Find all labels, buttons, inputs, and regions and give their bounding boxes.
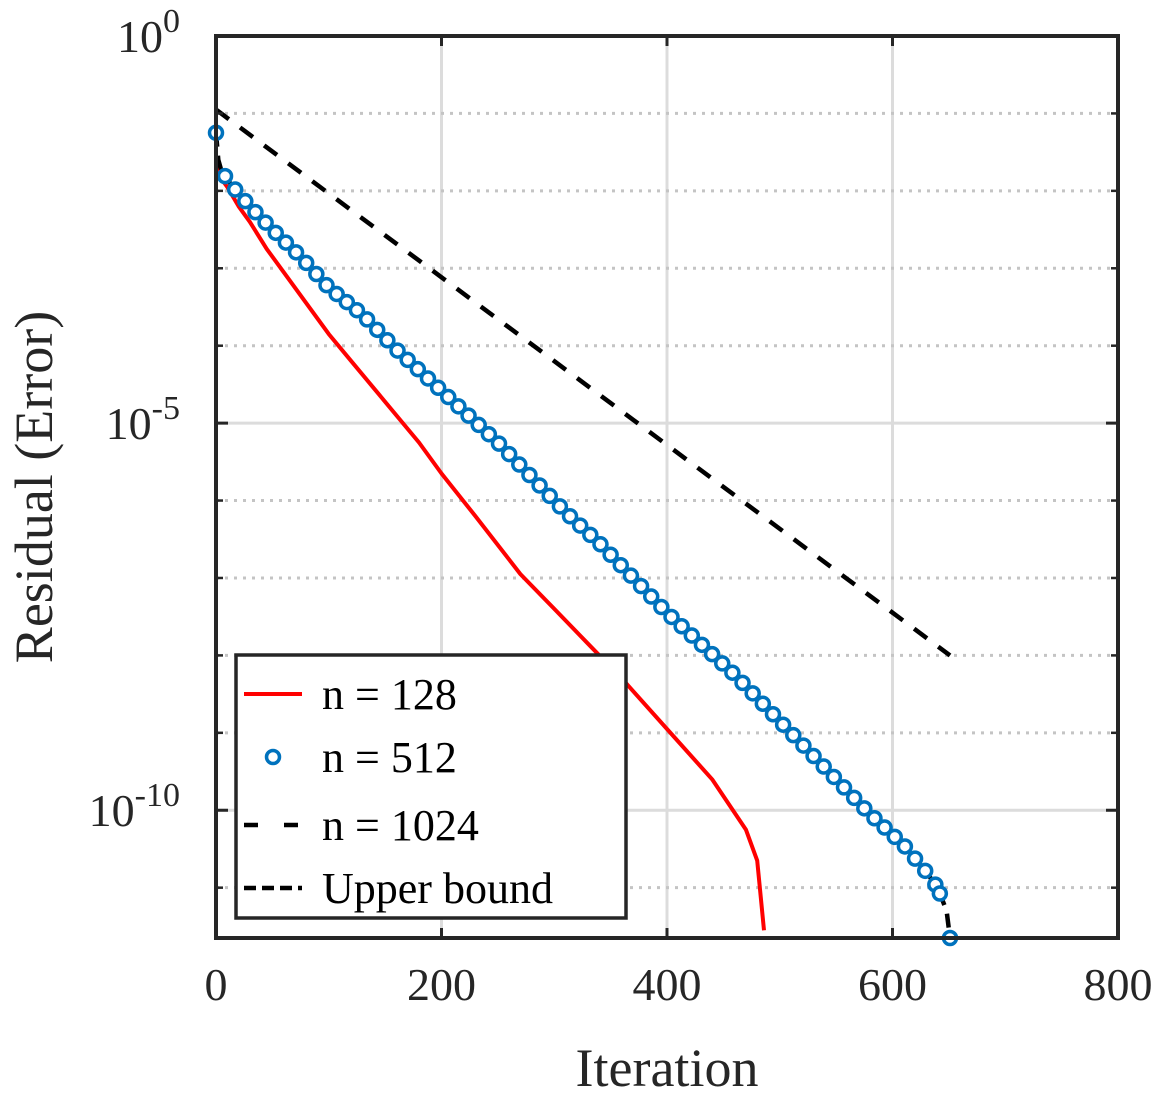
series-marker-1 xyxy=(642,588,660,605)
series-marker-1 xyxy=(571,517,589,534)
series-line-3 xyxy=(214,107,952,658)
series-marker-1 xyxy=(480,425,498,443)
series-marker-1 xyxy=(916,862,934,880)
series-marker-1 xyxy=(308,265,325,283)
series-marker-1 xyxy=(358,311,376,328)
series-marker-1 xyxy=(297,254,315,272)
series-marker-1 xyxy=(368,321,386,339)
series-marker-1 xyxy=(774,716,792,733)
x-axis-ticks: 0 200 400 600 800 xyxy=(205,36,1153,1010)
legend-label: Upper bound xyxy=(322,864,553,913)
legend-label: n = 512 xyxy=(322,733,457,782)
series-marker-1 xyxy=(785,726,802,744)
series-marker-1 xyxy=(460,407,477,424)
series-marker-1 xyxy=(683,627,701,644)
series-marker-1 xyxy=(531,477,548,494)
series-marker-1 xyxy=(287,244,305,261)
series-marker-1 xyxy=(744,685,761,702)
y-tick-label: 10-10 xyxy=(89,777,180,836)
series-marker-1 xyxy=(612,556,630,574)
series-marker-1 xyxy=(845,789,863,807)
series-marker-1 xyxy=(318,276,335,294)
series-marker-1 xyxy=(500,445,518,463)
series-marker-1 xyxy=(856,800,873,817)
x-tick-label: 600 xyxy=(858,959,927,1010)
y-tick-label: 100 xyxy=(117,3,180,62)
series-marker-1 xyxy=(551,498,569,515)
series-marker-1 xyxy=(490,435,508,452)
series-marker-1 xyxy=(673,617,690,635)
series-marker-1 xyxy=(561,508,579,525)
x-tick-label: 800 xyxy=(1084,959,1153,1010)
series-marker-1 xyxy=(653,598,670,616)
series-marker-1 xyxy=(815,758,832,775)
series-marker-1 xyxy=(470,416,487,434)
series-line-0 xyxy=(214,155,766,931)
series-marker-1 xyxy=(886,828,904,846)
y-axis-title: Residual (Error) xyxy=(4,311,64,663)
x-axis-title: Iteration xyxy=(576,1038,759,1093)
legend: n = 128 n = 512 n = 1024 Upper bound xyxy=(234,653,628,920)
y-tick-label: 10-5 xyxy=(106,390,180,449)
series-marker-1 xyxy=(521,466,538,484)
series-marker-1 xyxy=(754,695,772,713)
series-marker-1 xyxy=(379,332,396,349)
series-marker-1 xyxy=(663,608,680,626)
series-marker-1 xyxy=(724,664,741,681)
series-marker-1 xyxy=(328,285,345,303)
series-marker-1 xyxy=(866,809,883,827)
series-marker-1 xyxy=(399,351,416,369)
series-marker-1 xyxy=(906,850,924,867)
series-marker-1 xyxy=(896,838,914,855)
series-marker-1 xyxy=(805,747,822,765)
legend-label: n = 128 xyxy=(322,670,457,719)
series-marker-1 xyxy=(440,388,457,406)
series-marker-1 xyxy=(348,301,366,319)
series-marker-1 xyxy=(338,293,356,311)
series-marker-1 xyxy=(450,398,467,415)
series-marker-1 xyxy=(713,655,731,672)
minor-gridlines xyxy=(216,111,1118,890)
series-marker-1 xyxy=(389,342,406,359)
series-marker-1 xyxy=(511,456,528,473)
series-marker-1 xyxy=(931,885,949,902)
series-marker-1 xyxy=(825,768,843,786)
series-marker-1 xyxy=(277,234,295,251)
y-axis-ticks: 100 10-5 10-10 xyxy=(89,3,1118,889)
series-marker-1 xyxy=(734,674,751,692)
series-marker-1 xyxy=(764,705,782,723)
series-marker-1 xyxy=(226,181,244,198)
series-marker-1 xyxy=(592,536,609,553)
x-tick-label: 0 xyxy=(205,959,228,1010)
legend-box xyxy=(234,653,628,920)
series-marker-1 xyxy=(622,567,640,584)
series-marker-1 xyxy=(602,546,619,563)
series-marker-1 xyxy=(703,645,721,663)
x-tick-label: 200 xyxy=(407,959,476,1010)
series-marker-1 xyxy=(429,379,447,397)
series-marker-1 xyxy=(409,360,427,378)
legend-label: n = 1024 xyxy=(322,801,479,850)
series-marker-1 xyxy=(267,224,285,242)
series-marker-1 xyxy=(835,779,853,796)
legend-marker xyxy=(264,748,282,766)
series-layer xyxy=(207,107,959,947)
series-marker-1 xyxy=(419,370,437,387)
series-marker-1 xyxy=(582,526,599,544)
x-tick-label: 400 xyxy=(633,959,702,1010)
series-marker-1 xyxy=(257,214,274,231)
series-marker-1 xyxy=(541,487,558,505)
series-marker-1 xyxy=(795,737,812,754)
series-marker-1 xyxy=(216,167,234,185)
series-marker-1 xyxy=(247,203,264,221)
series-marker-1 xyxy=(632,577,650,595)
series-marker-1 xyxy=(237,192,254,210)
series-marker-1 xyxy=(693,636,711,654)
series-marker-1 xyxy=(876,819,893,836)
